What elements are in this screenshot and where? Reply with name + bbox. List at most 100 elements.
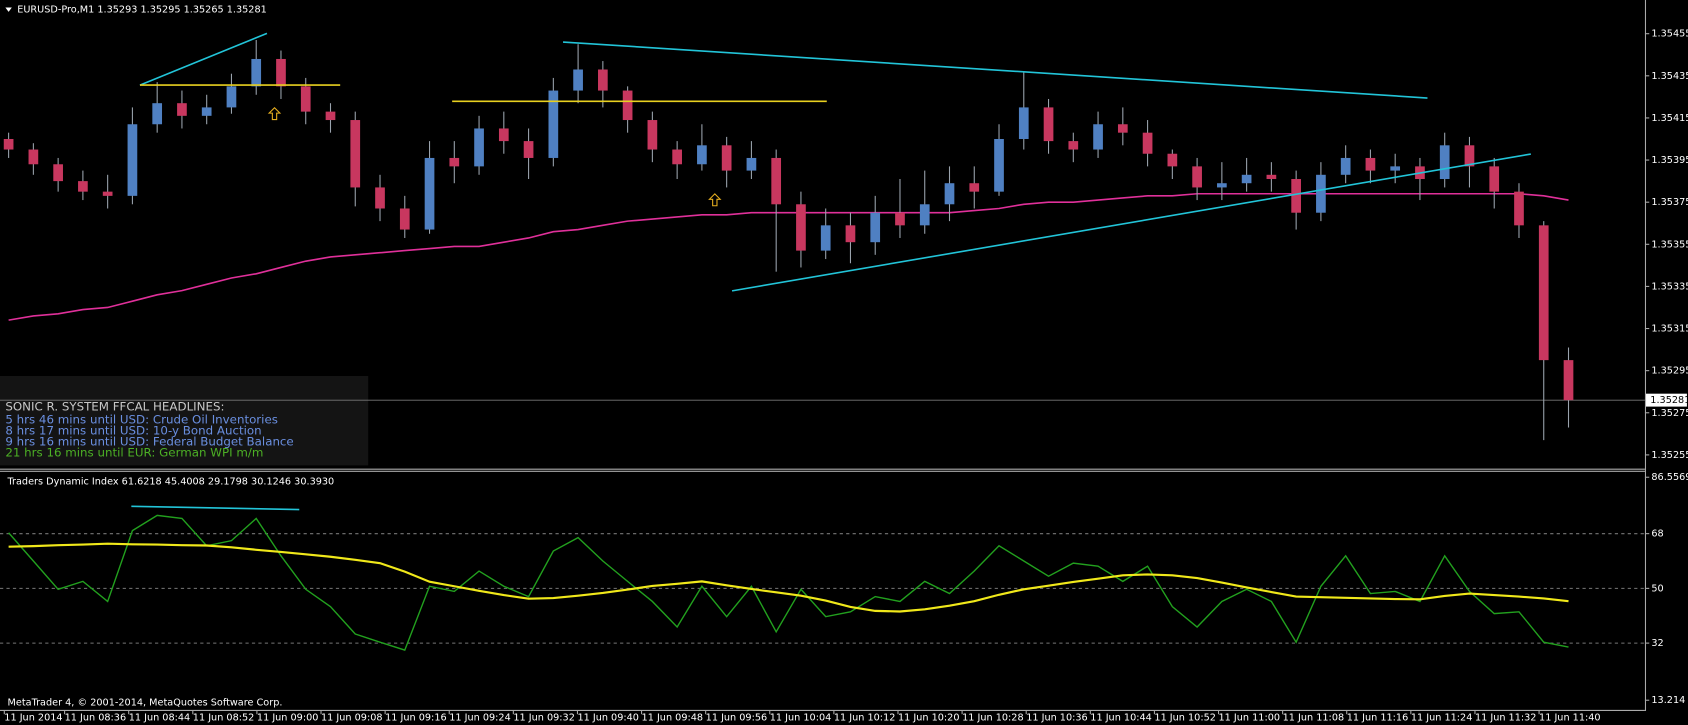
candle-body	[474, 128, 484, 167]
candle-body	[1142, 132, 1153, 154]
trendline[interactable]	[131, 505, 300, 511]
menu-arrow[interactable]	[5, 7, 12, 12]
x-tick-label: 11 Jun 11:00	[1219, 712, 1281, 723]
candle-body	[226, 86, 237, 108]
candle-body	[1117, 124, 1128, 133]
y-tick-label: 86.5569	[1651, 472, 1688, 483]
x-tick-label: 11 Jun 10:20	[898, 712, 960, 723]
candle-body	[251, 58, 262, 87]
candle-body	[1464, 145, 1475, 167]
x-tick-label: 11 Jun 09:40	[577, 712, 639, 723]
candle-body	[895, 212, 905, 226]
y-tick-label: 1.35375	[1651, 197, 1688, 208]
x-tick-label: 11 Jun 09:08	[321, 712, 383, 723]
x-tick-label: 11 Jun 08:36	[65, 712, 127, 723]
y-tick-label: 1.35435	[1651, 71, 1688, 82]
candle-body	[1043, 107, 1054, 142]
candle-body	[1241, 174, 1252, 184]
candle-body	[1489, 166, 1500, 192]
candle-body	[1167, 153, 1178, 167]
candle-body	[697, 145, 707, 165]
headlines-box	[0, 375, 369, 466]
candle-body	[1018, 107, 1029, 139]
candle-body	[1093, 124, 1103, 150]
x-tick-label: 11 Jun 10:28	[962, 712, 1024, 723]
moving-average	[8, 192, 1569, 321]
candle-body	[598, 69, 608, 91]
current-price-box	[1646, 393, 1687, 407]
y-tick-label: 32	[1651, 638, 1663, 649]
candle-body	[1266, 174, 1277, 180]
y-tick-label: 1.35415	[1651, 113, 1688, 124]
x-tick-label: 11 Jun 08:44	[129, 712, 191, 723]
drawings	[131, 32, 1531, 511]
candle-body	[325, 111, 336, 121]
x-tick-label: 11 Jun 08:52	[193, 712, 255, 723]
candle-body	[375, 187, 385, 209]
candle-body	[573, 69, 583, 91]
candle-body	[919, 204, 930, 226]
headlines-title: SONIC R. SYSTEM FFCAL HEADLINES:	[5, 400, 224, 414]
y-tick-label: 1.35455	[1651, 29, 1688, 40]
candle-body	[771, 157, 782, 205]
candle-body	[152, 103, 163, 125]
y-tick-label: 1.35395	[1651, 155, 1688, 166]
y-tick-label: 1.35255	[1651, 450, 1688, 461]
candle-body	[102, 191, 113, 196]
y-tick-label: 1.35295	[1651, 366, 1688, 377]
y-tick-label: 1.35275	[1651, 408, 1688, 419]
candle-body	[424, 157, 435, 230]
y-tick-label: 13.214	[1651, 695, 1685, 706]
candle-body	[1068, 141, 1079, 150]
up-arrow	[708, 193, 722, 207]
headline: 8 hrs 17 mins until USD: 10-y Bond Aucti…	[5, 424, 261, 438]
x-tick-label: 11 Jun 11:40	[1539, 712, 1601, 723]
trendline[interactable]	[562, 41, 1428, 99]
indicator-line	[8, 542, 1569, 613]
candle-body	[820, 225, 831, 251]
chart-title: EURUSD-Pro,M1 1.35293 1.35295 1.35265 1.…	[17, 5, 267, 16]
candle-body	[177, 103, 187, 116]
x-tick-label: 11 Jun 09:48	[642, 712, 704, 723]
headline: 5 hrs 46 mins until USD: Crude Oil Inven…	[5, 413, 278, 427]
x-tick-label: 11 Jun 11:32	[1475, 712, 1537, 723]
candle-body	[1538, 225, 1549, 361]
candle-body	[350, 120, 361, 188]
current-price-label: 1.35281	[1650, 395, 1688, 406]
candle-body	[944, 183, 955, 205]
candle-body	[449, 157, 460, 167]
candle-body	[1365, 157, 1376, 171]
x-tick-label: 11 Jun 11:24	[1411, 712, 1473, 723]
candle-body	[622, 90, 633, 121]
candle-body	[28, 149, 39, 165]
candle-body	[647, 120, 658, 150]
candle-body	[399, 208, 410, 230]
indicator-line	[8, 514, 1569, 651]
candle-body	[1514, 191, 1524, 226]
trendline[interactable]	[731, 153, 1531, 292]
trendline[interactable]	[139, 32, 268, 86]
y-tick-label: 50	[1651, 583, 1663, 594]
y-tick-label: 68	[1651, 529, 1663, 540]
indicator-title: Traders Dynamic Index 61.6218 45.4008 29…	[7, 477, 335, 488]
candle-body	[994, 138, 1004, 192]
x-tick-label: 11 Jun 11:16	[1347, 712, 1409, 723]
candle-body	[1316, 174, 1326, 213]
candle-body	[1563, 360, 1574, 401]
x-tick-label: 11 Jun 10:36	[1026, 712, 1088, 723]
candle-body	[201, 107, 212, 116]
x-tick-label: 11 Jun 10:44	[1090, 712, 1152, 723]
candle-body	[796, 204, 806, 251]
copyright: MetaTrader 4, © 2001-2014, MetaQuotes So…	[8, 697, 283, 708]
candle-body	[1439, 145, 1450, 180]
x-tick-label: 11 Jun 10:12	[834, 712, 896, 723]
candle-body	[3, 138, 14, 150]
headline: 9 hrs 16 mins until USD: Federal Budget …	[5, 435, 293, 449]
x-tick-label: 11 Jun 09:24	[449, 712, 511, 723]
candle-body	[78, 181, 88, 192]
x-tick-label: 11 Jun 09:32	[513, 712, 575, 723]
candle-body	[276, 58, 286, 87]
candle-body	[746, 157, 757, 171]
x-tick-label: 11 Jun 09:00	[257, 712, 319, 723]
